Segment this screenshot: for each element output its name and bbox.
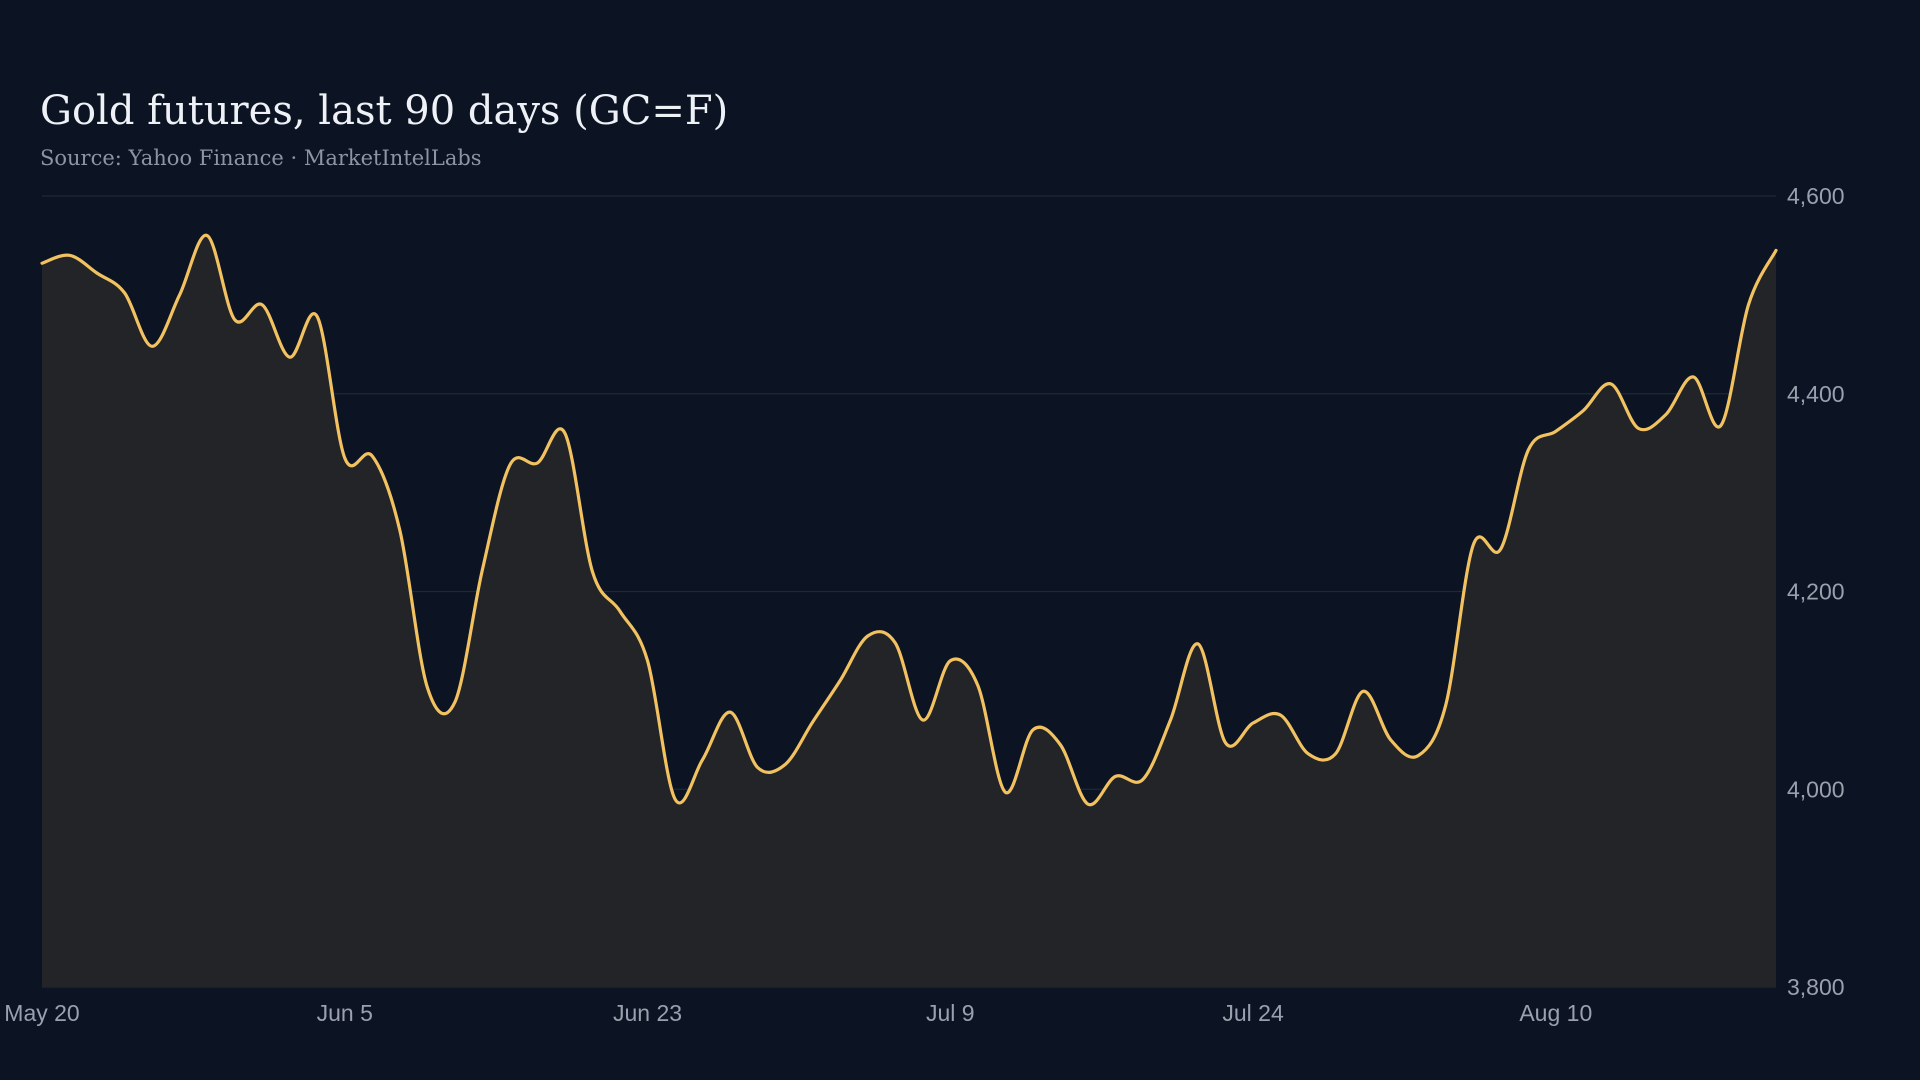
x-axis: May 20 Jun 5 Jun 23 Jul 9 Jul 24 Aug 10 [4, 1000, 1592, 1026]
price-area-fill [42, 235, 1776, 988]
price-line-layer [40, 233, 1778, 807]
x-tick-label: Aug 10 [1519, 1000, 1592, 1026]
x-tick-label: Jun 23 [613, 1000, 682, 1026]
x-tick-label: Jul 9 [926, 1000, 975, 1026]
area-fill-layer [42, 235, 1776, 988]
y-tick-label: 4,600 [1787, 183, 1845, 209]
y-tick-label: 3,800 [1787, 974, 1845, 1000]
chart-subtitle: Source: Yahoo Finance · MarketIntelLabs [40, 146, 482, 170]
y-tick-label: 4,400 [1787, 381, 1845, 407]
y-tick-label: 4,000 [1787, 776, 1845, 802]
y-axis: 3,800 4,000 4,200 4,400 4,600 [1787, 183, 1845, 1000]
chart-title: Gold futures, last 90 days (GC=F) [40, 88, 729, 134]
price-line [40, 233, 1778, 807]
x-tick-label: May 20 [4, 1000, 79, 1026]
x-tick-label: Jul 24 [1222, 1000, 1284, 1026]
x-tick-label: Jun 5 [317, 1000, 373, 1026]
y-tick-label: 4,200 [1787, 579, 1845, 605]
